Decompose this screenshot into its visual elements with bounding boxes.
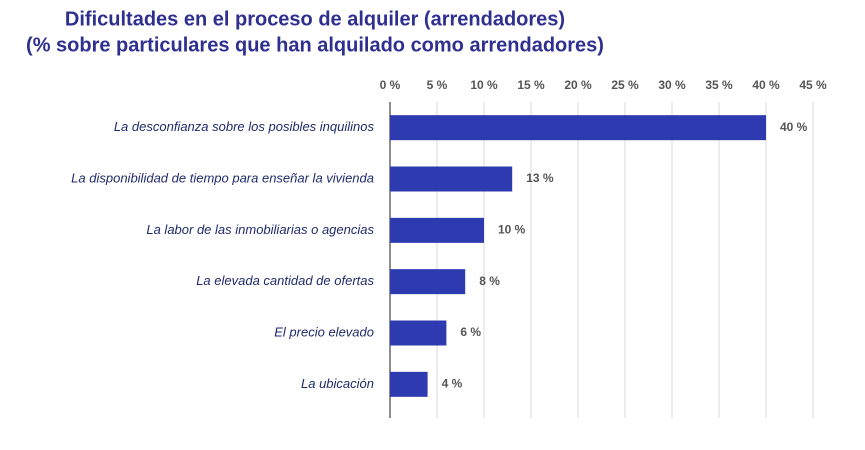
bar: [390, 217, 484, 243]
bar: [390, 269, 466, 295]
x-tick-label: 45 %: [799, 78, 827, 92]
category-label: La elevada cantidad de ofertas: [196, 273, 374, 288]
value-label: 8 %: [479, 274, 500, 288]
category-label: La desconfianza sobre los posibles inqui…: [114, 119, 375, 134]
value-label: 10 %: [498, 223, 526, 237]
category-label: La disponibilidad de tiempo para enseñar…: [71, 170, 374, 185]
category-label: La ubicación: [301, 376, 374, 391]
x-tick-label: 25 %: [611, 78, 639, 92]
bar: [390, 166, 513, 192]
x-tick-label: 30 %: [658, 78, 686, 92]
value-label: 6 %: [460, 325, 481, 339]
category-label: La labor de las inmobiliarias o agencias: [146, 222, 374, 237]
value-label: 40 %: [780, 120, 808, 134]
x-tick-label: 40 %: [752, 78, 780, 92]
x-tick-label: 10 %: [470, 78, 498, 92]
bar: [390, 371, 428, 397]
category-label: El precio elevado: [274, 324, 374, 339]
chart-title: (% sobre particulares que han alquilado …: [26, 34, 604, 56]
x-tick-label: 15 %: [517, 78, 545, 92]
chart-title: Dificultades en el proceso de alquiler (…: [65, 8, 565, 30]
x-tick-label: 0 %: [380, 78, 401, 92]
value-label: 13 %: [526, 171, 554, 185]
x-tick-label: 5 %: [427, 78, 448, 92]
x-tick-label: 20 %: [564, 78, 592, 92]
value-label: 4 %: [442, 377, 463, 391]
bar: [390, 320, 447, 346]
x-tick-label: 35 %: [705, 78, 733, 92]
bar: [390, 115, 766, 141]
